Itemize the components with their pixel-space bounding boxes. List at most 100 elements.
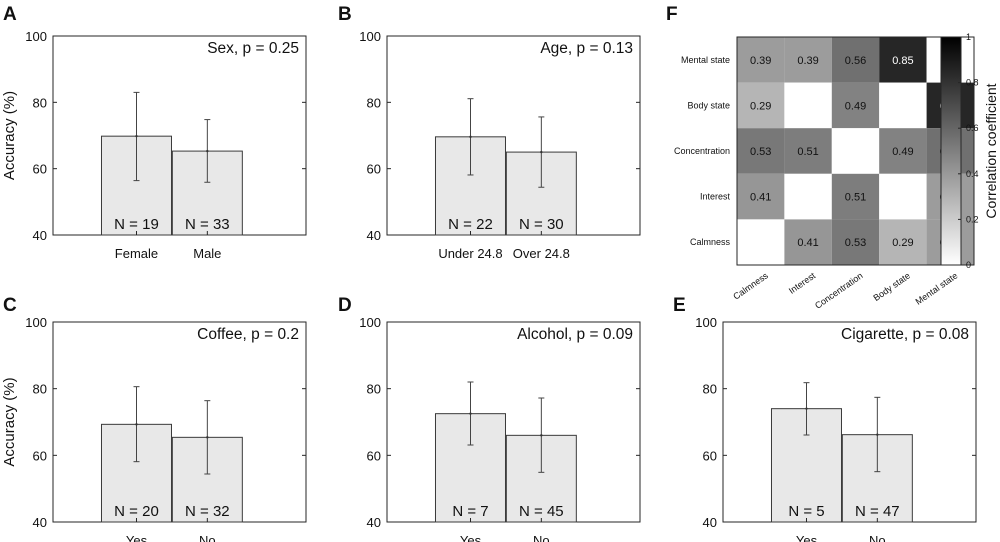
panel-letter-d: D xyxy=(338,295,352,316)
y-tick-label-a: 60 xyxy=(33,162,47,177)
heatmap-row-label: Mental state xyxy=(681,55,730,65)
y-tick-label-c: 60 xyxy=(33,448,47,463)
annotation-c: Coffee, p = 0.2 xyxy=(197,326,299,343)
n-label-e-1: N = 5 xyxy=(788,503,824,520)
n-label-c-2: N = 32 xyxy=(185,503,230,520)
annotation-a: Sex, p = 0.25 xyxy=(207,40,299,57)
y-tick-label-e: 100 xyxy=(695,315,717,330)
heatmap-row-label: Calmness xyxy=(690,237,731,247)
y-tick-label-c: 40 xyxy=(33,515,47,530)
heatmap-cell-value: 0.53 xyxy=(750,146,771,158)
heatmap-cell xyxy=(879,219,927,265)
heatmap-cell xyxy=(831,82,880,129)
mean-marker-a-2 xyxy=(206,149,209,153)
heatmap-cell xyxy=(831,37,880,83)
heatmap-cell xyxy=(784,82,832,129)
heatmap-cell xyxy=(831,173,880,220)
heatmap-row-label: Concentration xyxy=(674,146,730,156)
heatmap-cell-value: 0.51 xyxy=(845,192,866,204)
heatmap-row-label: Interest xyxy=(700,192,731,202)
y-tick-label-e: 40 xyxy=(703,515,717,530)
heatmap-cell xyxy=(831,219,880,265)
n-label-c-1: N = 20 xyxy=(114,503,159,520)
y-tick-label-a: 40 xyxy=(33,228,47,243)
colorbar-tick-label: 0.2 xyxy=(966,214,979,224)
heatmap-cell xyxy=(737,128,785,174)
x-tick-label-e-2: No xyxy=(869,533,886,542)
mean-marker-d-2 xyxy=(540,434,543,437)
mean-marker-c-1 xyxy=(135,423,138,426)
panel-letter-c: C xyxy=(3,295,17,316)
heatmap-cell xyxy=(879,82,927,129)
heatmap-cell xyxy=(879,173,927,220)
mean-marker-c-2 xyxy=(206,436,209,439)
y-tick-label-d: 40 xyxy=(367,515,381,530)
y-axis-label-c: Accuracy (%) xyxy=(1,377,18,466)
heatmap-col-label: Body state xyxy=(871,270,912,303)
mean-marker-e-1 xyxy=(805,407,808,410)
heatmap-cell xyxy=(831,128,880,174)
n-label-a-2: N = 33 xyxy=(185,216,230,233)
annotation-e: Cigarette, p = 0.08 xyxy=(841,326,969,343)
panel-letter-e: E xyxy=(673,295,686,316)
heatmap-cell xyxy=(784,173,832,220)
heatmap-col-label: Interest xyxy=(787,270,818,296)
colorbar-label: Correlation coefficient xyxy=(983,83,999,218)
x-tick-label-b-1: Under 24.8 xyxy=(438,246,502,261)
annotation-b: Age, p = 0.13 xyxy=(540,40,633,57)
heatmap-cell-value: 0.29 xyxy=(750,100,771,112)
heatmap-cell-value: 0.85 xyxy=(892,55,913,67)
y-tick-label-b: 60 xyxy=(367,162,381,177)
n-label-b-1: N = 22 xyxy=(448,216,493,233)
heatmap-col-label: Calmness xyxy=(731,270,770,301)
mean-marker-d-1 xyxy=(469,412,472,415)
y-tick-label-d: 80 xyxy=(367,382,381,397)
y-tick-label-a: 80 xyxy=(33,95,47,110)
x-tick-label-e-1: Yes xyxy=(796,533,818,542)
heatmap-row-label: Body state xyxy=(687,100,730,110)
heatmap-cell-value: 0.41 xyxy=(797,237,818,249)
mean-marker-b-2 xyxy=(540,150,543,154)
n-label-d-2: N = 45 xyxy=(519,503,564,520)
y-tick-label-d: 100 xyxy=(359,315,381,330)
y-tick-label-d: 60 xyxy=(367,448,381,463)
y-tick-label-c: 100 xyxy=(25,315,47,330)
colorbar-tick-label: 0.6 xyxy=(966,123,979,133)
colorbar-tick-label: 1 xyxy=(966,32,971,42)
heatmap-cell-value: 0.53 xyxy=(845,237,866,249)
colorbar-tick-label: 0 xyxy=(966,260,971,270)
x-tick-label-b-2: Over 24.8 xyxy=(513,246,570,261)
colorbar-tick-label: 0.8 xyxy=(966,78,979,88)
heatmap-cell xyxy=(784,128,832,174)
y-tick-label-b: 100 xyxy=(359,29,381,44)
x-tick-label-d-1: Yes xyxy=(460,533,482,542)
panel-letter-f: F xyxy=(666,4,678,25)
y-tick-label-c: 80 xyxy=(33,382,47,397)
heatmap-cell-value: 0.29 xyxy=(892,237,913,249)
x-tick-label-a-2: Male xyxy=(193,246,221,261)
y-tick-label-a: 100 xyxy=(25,29,47,44)
heatmap-cell xyxy=(737,82,785,129)
heatmap-cell-value: 0.41 xyxy=(750,192,771,204)
mean-marker-e-2 xyxy=(876,433,879,436)
y-tick-label-b: 80 xyxy=(367,95,381,110)
heatmap-cell xyxy=(737,37,785,83)
colorbar-tick-label: 0.4 xyxy=(966,169,979,179)
heatmap-col-label: Concentration xyxy=(813,270,865,310)
heatmap-cell xyxy=(879,37,927,83)
annotation-d: Alcohol, p = 0.09 xyxy=(517,326,633,343)
y-axis-label-a: Accuracy (%) xyxy=(1,91,18,180)
mean-marker-b-1 xyxy=(469,135,472,139)
heatmap-cell-value: 0.51 xyxy=(797,146,818,158)
heatmap-cell xyxy=(879,128,927,174)
x-tick-label-c-2: No xyxy=(199,533,216,542)
n-label-b-2: N = 30 xyxy=(519,216,564,233)
y-tick-label-e: 60 xyxy=(703,448,717,463)
heatmap-cell-value: 0.39 xyxy=(750,55,771,67)
heatmap-cell-value: 0.39 xyxy=(797,55,818,67)
colorbar xyxy=(940,36,962,266)
n-label-a-1: N = 19 xyxy=(114,216,159,233)
panel-letter-b: B xyxy=(338,4,352,25)
heatmap-cell xyxy=(737,173,785,220)
